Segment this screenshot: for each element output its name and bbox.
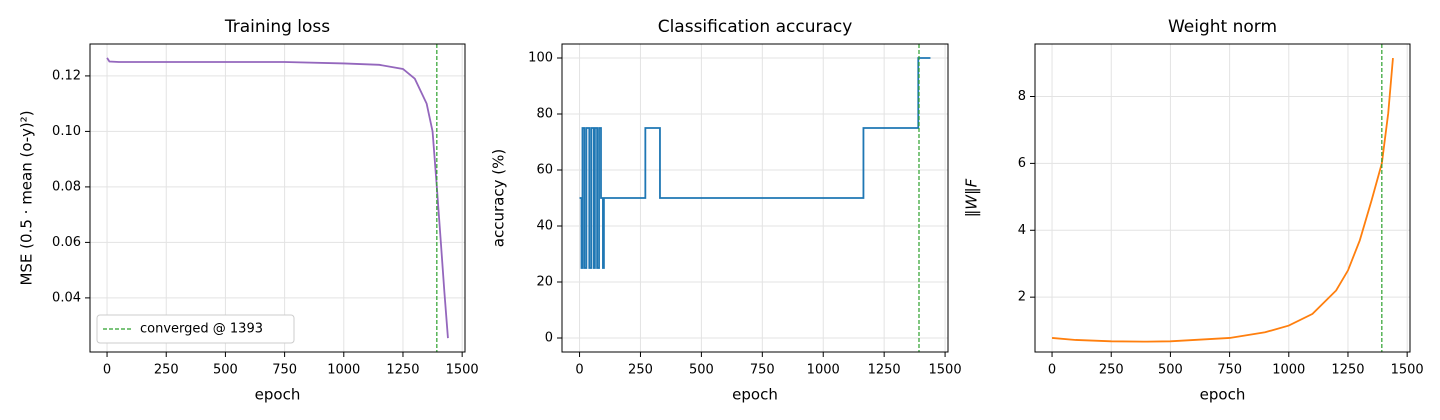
chart-title: Training loss bbox=[224, 17, 330, 37]
axes-frame bbox=[1034, 43, 1411, 353]
x-tick-label: 500 bbox=[213, 363, 238, 378]
legend-box bbox=[96, 314, 295, 344]
y-tick-label: 40 bbox=[536, 219, 553, 234]
x-axis-label: epoch bbox=[255, 386, 301, 404]
y-tick-label: 0.04 bbox=[52, 290, 81, 305]
data-line bbox=[579, 57, 931, 269]
x-tick-label: 0 bbox=[575, 363, 583, 378]
y-axis-label: accuracy (%) bbox=[490, 149, 508, 247]
y-tick-label: 0.12 bbox=[52, 68, 81, 83]
x-tick-label: 250 bbox=[1099, 363, 1124, 378]
y-tick-label: 8 bbox=[1018, 89, 1026, 104]
x-tick-label: 500 bbox=[689, 363, 714, 378]
y-tick-label: 2 bbox=[1018, 290, 1026, 305]
legend-label: converged @ 1393 bbox=[140, 322, 263, 337]
x-tick-label: 750 bbox=[750, 363, 775, 378]
y-tick-label: 80 bbox=[536, 107, 553, 122]
x-tick-label: 1250 bbox=[1331, 363, 1364, 378]
x-tick-label: 1000 bbox=[327, 363, 360, 378]
x-tick-label: 750 bbox=[272, 363, 297, 378]
axes-frame bbox=[89, 43, 466, 353]
y-tick-label: 0.06 bbox=[52, 235, 81, 250]
y-tick-label: 0 bbox=[545, 331, 553, 346]
y-tick-label: 100 bbox=[528, 51, 553, 66]
data-line bbox=[106, 57, 449, 339]
x-tick-label: 500 bbox=[1158, 363, 1183, 378]
y-tick-label: 0.10 bbox=[52, 124, 81, 139]
x-tick-label: 1250 bbox=[386, 363, 419, 378]
y-axis-label: MSE (0.5 · mean (o-y)²) bbox=[18, 110, 36, 285]
x-tick-label: 0 bbox=[103, 363, 111, 378]
y-tick-label: 4 bbox=[1018, 223, 1026, 238]
y-tick-label: 6 bbox=[1018, 156, 1026, 171]
x-tick-label: 1500 bbox=[1391, 363, 1424, 378]
x-tick-label: 1500 bbox=[929, 363, 962, 378]
x-axis-label: epoch bbox=[1200, 386, 1246, 404]
chart-title: Classification accuracy bbox=[658, 17, 853, 37]
x-tick-label: 250 bbox=[628, 363, 653, 378]
axes-frame bbox=[561, 43, 949, 353]
chart-title: Weight norm bbox=[1168, 17, 1277, 37]
x-tick-label: 1000 bbox=[1272, 363, 1305, 378]
y-tick-label: 20 bbox=[536, 275, 553, 290]
x-tick-label: 1000 bbox=[807, 363, 840, 378]
x-tick-label: 0 bbox=[1048, 363, 1056, 378]
y-tick-label: 0.08 bbox=[52, 179, 81, 194]
x-axis-label: epoch bbox=[732, 386, 778, 404]
x-tick-label: 1250 bbox=[868, 363, 901, 378]
x-tick-label: 1500 bbox=[446, 363, 479, 378]
x-tick-label: 750 bbox=[1217, 363, 1242, 378]
x-tick-label: 250 bbox=[154, 363, 179, 378]
data-line bbox=[1051, 57, 1394, 343]
y-axis-label: ‖W‖F bbox=[963, 178, 981, 217]
y-tick-label: 60 bbox=[536, 163, 553, 178]
